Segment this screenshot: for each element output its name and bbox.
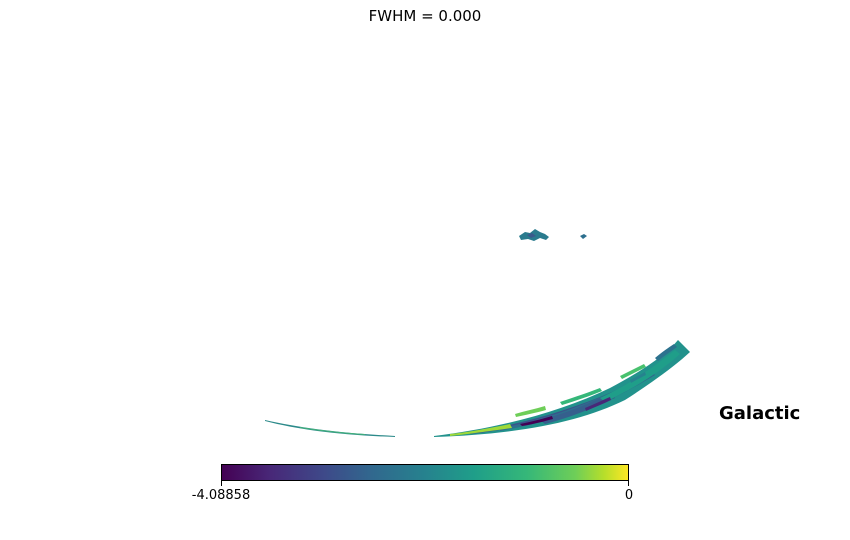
colorbar-tick-max bbox=[628, 481, 629, 486]
colorbar-max-label: 0 bbox=[624, 488, 634, 503]
coordinate-system-label: Galactic bbox=[719, 403, 801, 424]
colorbar-tick-min bbox=[221, 481, 222, 486]
map-arc-lower bbox=[265, 420, 395, 437]
chart-title: FWHM = 0.000 bbox=[368, 7, 482, 25]
colorbar bbox=[221, 464, 629, 481]
colorbar-min-label: -4.08858 bbox=[191, 488, 251, 503]
map-patch-upper bbox=[519, 229, 587, 241]
map-region-main bbox=[434, 340, 690, 437]
